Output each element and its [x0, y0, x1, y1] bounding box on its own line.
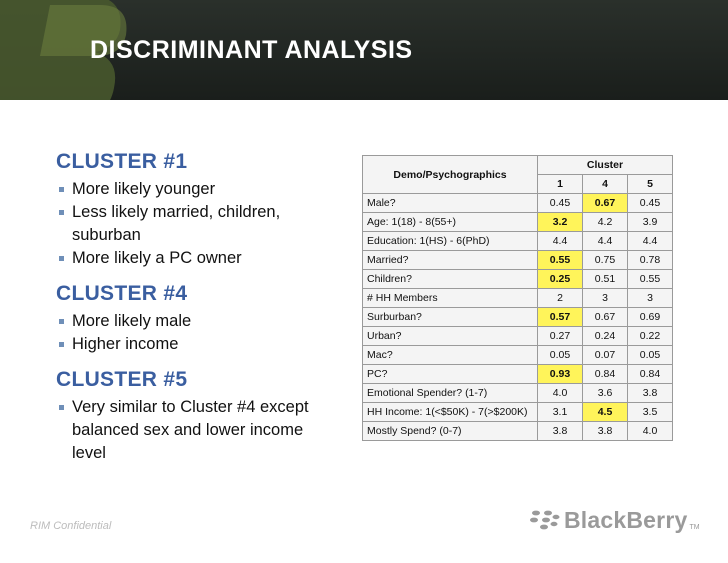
table-cell-highlighted: 0.25	[537, 269, 583, 289]
table-cell: 0.24	[582, 326, 628, 346]
table-row-label: Married?	[362, 250, 538, 270]
table-row: HH Income: 1(<$50K) - 7(>$200K) 3.1 4.5 3.5	[362, 402, 673, 422]
blackberry-dots-icon	[530, 510, 560, 529]
table-col-header: 4	[582, 174, 628, 194]
table-row-label: Emotional Spender? (1-7)	[362, 383, 538, 403]
table-row-label: Male?	[362, 193, 538, 213]
bullet-item: More likely male	[40, 310, 340, 333]
table-col-header: 1	[537, 174, 583, 194]
table-cell: 2	[537, 288, 583, 308]
cluster-5-title: CLUSTER #5	[56, 368, 188, 391]
table-row-label: Age: 1(18) - 8(55+)	[362, 212, 538, 232]
bullet-item: Very similar to Cluster #4 except balanc…	[40, 396, 340, 465]
table-cell: 4.0	[537, 383, 583, 403]
table-row-label: Education: 1(HS) - 6(PhD)	[362, 231, 538, 251]
table-col-header: 5	[627, 174, 673, 194]
blackberry-brand: BlackBerry TM	[530, 507, 700, 534]
table-cell: 0.05	[537, 345, 583, 365]
table-header-cluster: Cluster	[537, 155, 673, 175]
table-row: Surburban? 0.57 0.67 0.69	[362, 307, 673, 327]
table-cell: 0.84	[627, 364, 673, 384]
table-cell-highlighted: 0.55	[537, 250, 583, 270]
table-cell: 3.8	[582, 421, 628, 441]
table-row: Mostly Spend? (0-7) 3.8 3.8 4.0	[362, 421, 673, 441]
table-row: Children? 0.25 0.51 0.55	[362, 269, 673, 289]
table-cell: 3	[582, 288, 628, 308]
table-body: Male? 0.45 0.67 0.45 Age: 1(18) - 8(55+) 3.2 4…	[362, 193, 673, 441]
table-row: # HH Members 2 3 3	[362, 288, 673, 308]
table-cell: 0.07	[582, 345, 628, 365]
cluster-5-bullets: Very similar to Cluster #4 except balanc…	[40, 396, 340, 465]
table-row: Male? 0.45 0.67 0.45	[362, 193, 673, 213]
cluster-1-bullets: More likely younger Less likely married,…	[40, 178, 340, 270]
cluster-1-section: CLUSTER #1 More likely younger Less like…	[40, 150, 340, 270]
cluster-4-title: CLUSTER #4	[56, 282, 188, 305]
brand-wordmark: BlackBerry	[564, 507, 688, 533]
cluster-table: Demo/Psychographics Cluster 1 4 5 Male? 0…	[362, 155, 673, 441]
table-row: PC? 0.93 0.84 0.84	[362, 364, 673, 384]
table-cell: 0.69	[627, 307, 673, 327]
cluster-4-bullets: More likely male Higher income	[40, 310, 340, 356]
table-cell: 4.4	[627, 231, 673, 251]
bullet-item: Less likely married, children, suburban	[40, 201, 340, 247]
table-cell: 3.8	[627, 383, 673, 403]
cluster-table-container: Demo/Psychographics Cluster 1 4 5 Male? 0…	[362, 155, 673, 441]
table-cell: 3.5	[627, 402, 673, 422]
table-row: Age: 1(18) - 8(55+) 3.2 4.2 3.9	[362, 212, 673, 232]
table-cell: 3.6	[582, 383, 628, 403]
table-row-label: Surburban?	[362, 307, 538, 327]
table-row-label: Mac?	[362, 345, 538, 365]
table-cell-highlighted: 0.67	[582, 193, 628, 213]
table-row-label: Urban?	[362, 326, 538, 346]
table-cell: 0.51	[582, 269, 628, 289]
table-cell-highlighted: 0.57	[537, 307, 583, 327]
trademark-mark: TM	[689, 524, 700, 531]
table-row-label: PC?	[362, 364, 538, 384]
table-cell: 0.78	[627, 250, 673, 270]
table-cell-highlighted: 3.2	[537, 212, 583, 232]
bullet-item: More likely a PC owner	[40, 247, 340, 270]
confidential-label: RIM Confidential	[30, 520, 112, 532]
table-row-label: Mostly Spend? (0-7)	[362, 421, 538, 441]
table-cell: 0.75	[582, 250, 628, 270]
table-cell-highlighted: 4.5	[582, 402, 628, 422]
table-cell: 0.55	[627, 269, 673, 289]
blackberry-b-logo-icon	[0, 0, 127, 100]
table-cell: 0.84	[582, 364, 628, 384]
table-row: Urban? 0.27 0.24 0.22	[362, 326, 673, 346]
table-cell-highlighted: 0.93	[537, 364, 583, 384]
table-row-label: HH Income: 1(<$50K) - 7(>$200K)	[362, 402, 538, 422]
table-cell: 0.22	[627, 326, 673, 346]
table-cell: 4.2	[582, 212, 628, 232]
cluster-1-title: CLUSTER #1	[56, 150, 188, 173]
table-cell: 0.27	[537, 326, 583, 346]
table-cell: 0.67	[582, 307, 628, 327]
table-cell: 0.45	[537, 193, 583, 213]
header-banner: DISCRIMINANT ANALYSIS	[0, 0, 728, 100]
table-cell: 3.1	[537, 402, 583, 422]
table-cell: 4.0	[627, 421, 673, 441]
table-cell: 4.4	[537, 231, 583, 251]
bullet-item: More likely younger	[40, 178, 340, 201]
page-title: DISCRIMINANT ANALYSIS	[90, 36, 413, 64]
table-header-demo: Demo/Psychographics	[362, 155, 538, 194]
table-cell: 3	[627, 288, 673, 308]
table-cell: 0.45	[627, 193, 673, 213]
table-cell: 3.8	[537, 421, 583, 441]
cluster-5-section: CLUSTER #5 Very similar to Cluster #4 ex…	[40, 368, 340, 465]
table-cell: 0.05	[627, 345, 673, 365]
table-row-label: # HH Members	[362, 288, 538, 308]
cluster-summary: CLUSTER #1 More likely younger Less like…	[40, 150, 340, 477]
table-cell: 4.4	[582, 231, 628, 251]
bullet-item: Higher income	[40, 333, 340, 356]
table-row: Mac? 0.05 0.07 0.05	[362, 345, 673, 365]
table-row-label: Children?	[362, 269, 538, 289]
table-row: Education: 1(HS) - 6(PhD) 4.4 4.4 4.4	[362, 231, 673, 251]
table-row: Married? 0.55 0.75 0.78	[362, 250, 673, 270]
table-cell: 3.9	[627, 212, 673, 232]
table-row: Emotional Spender? (1-7) 4.0 3.6 3.8	[362, 383, 673, 403]
cluster-4-section: CLUSTER #4 More likely male Higher incom…	[40, 282, 340, 356]
